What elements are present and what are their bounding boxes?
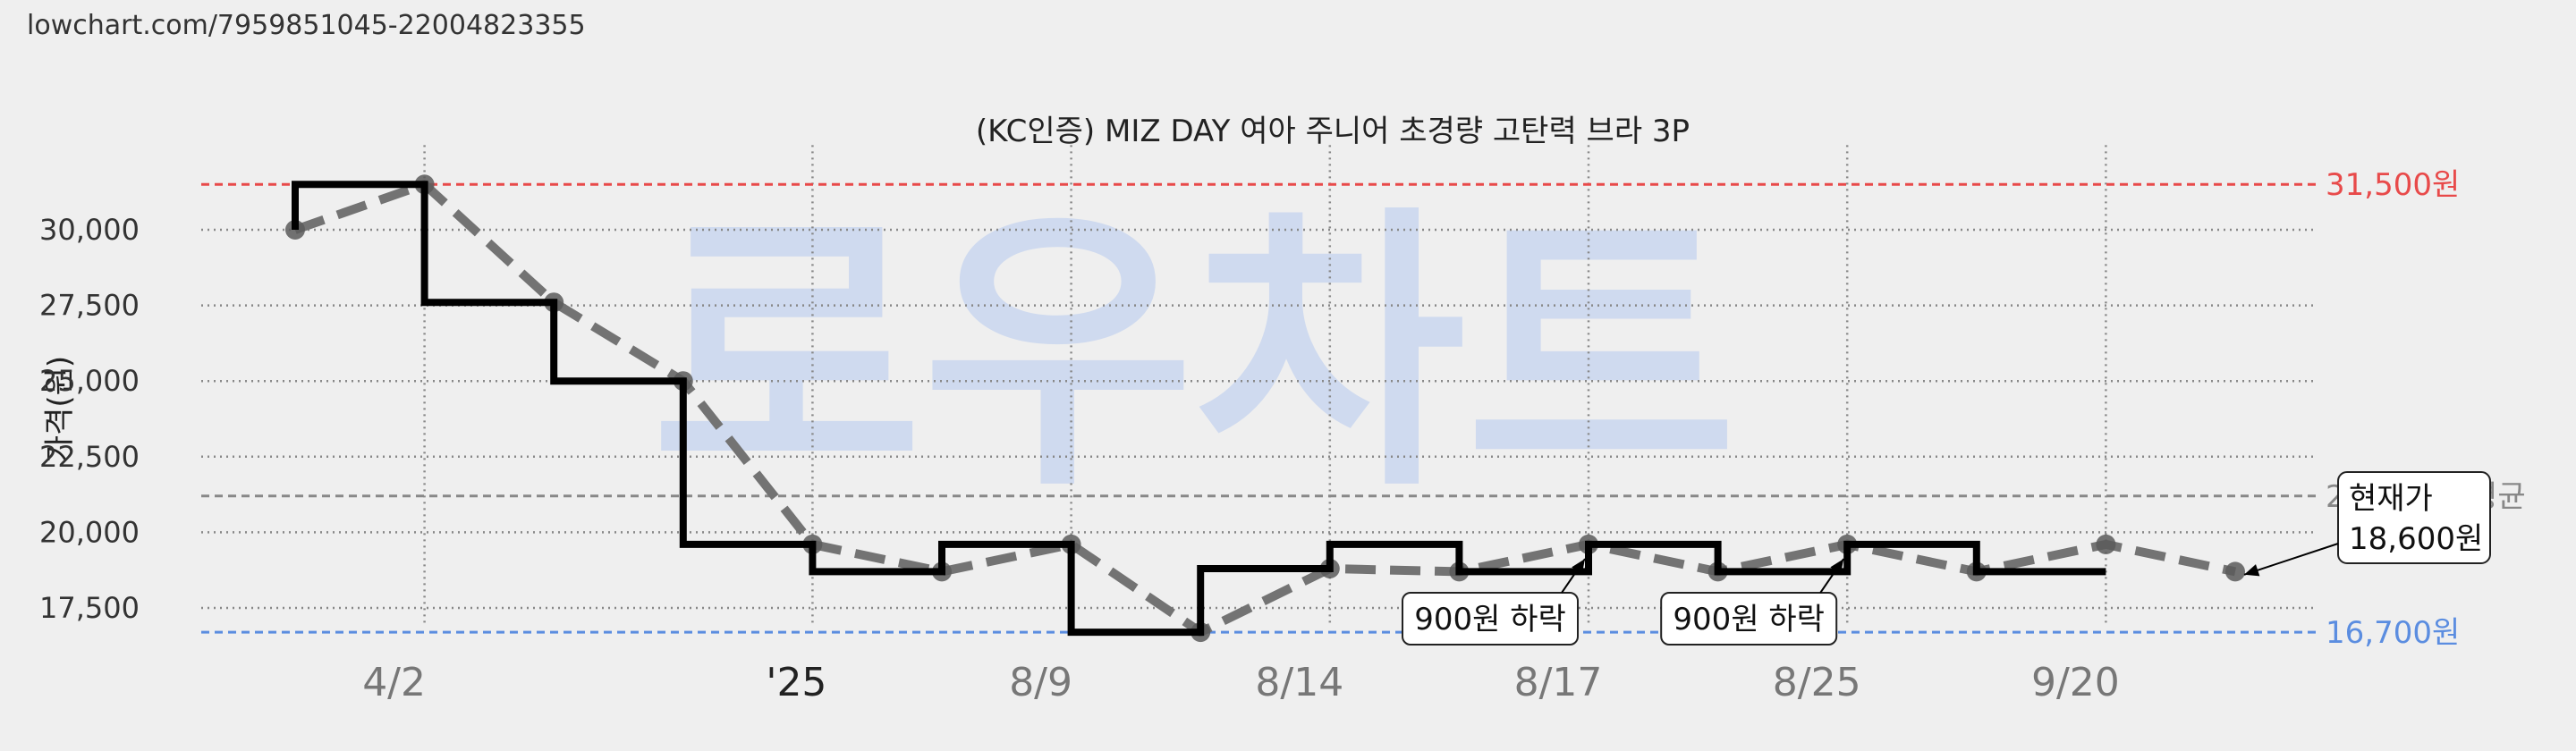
y-axis-label: 가격(원) — [42, 356, 78, 463]
x-tick-label: 8/14 — [1255, 660, 1343, 705]
source-url: lowchart.com/7959851045-22004823355 — [27, 10, 586, 41]
x-tick-label: '25 — [766, 660, 826, 705]
x-ticks: 4/2 '25 8/9 8/14 8/17 8/25 9/20 — [362, 660, 2120, 705]
current-price-arrow-shaft — [2243, 543, 2339, 576]
y-tick-label: 20,000 — [39, 515, 140, 549]
data-point — [2225, 561, 2245, 582]
y-tick-label: 27,500 — [39, 289, 140, 323]
current-price-value: 18,600원 — [2349, 521, 2483, 557]
data-point — [2096, 534, 2116, 554]
x-tick-label: 8/9 — [1009, 660, 1072, 705]
annotation-box — [1402, 592, 1579, 646]
annotation-text: 900원 하락 — [1414, 602, 1566, 637]
y-ticks: 17,500 20,000 22,500 25,000 27,500 30,000 — [39, 213, 140, 625]
annotations: 900원 하락 900원 하락 현재가 18,600원 — [1402, 471, 2491, 646]
y-tick-label: 17,500 — [39, 591, 140, 625]
ref-label-min: 16,700원 — [2326, 615, 2460, 651]
annotation-arrow-head — [1830, 559, 1844, 575]
x-tick-label: 8/17 — [1514, 660, 1603, 705]
current-price-box — [2337, 471, 2491, 564]
x-tick-label: 8/25 — [1773, 660, 1861, 705]
y-tick-label: 22,500 — [39, 440, 140, 474]
annotation-box — [1660, 592, 1838, 646]
step-series-line — [292, 181, 2106, 637]
y-tick-label: 30,000 — [39, 213, 140, 247]
chart-title: (KC인증) MIZ DAY 여아 주니어 초경량 고탄력 브라 3P — [976, 114, 1690, 149]
watermark-text: 로우차트 — [651, 182, 1737, 526]
current-price-arrow-head — [2244, 564, 2260, 577]
series-step — [292, 181, 2106, 637]
x-tick-label: 9/20 — [2031, 660, 2120, 705]
y-tick-label: 25,000 — [39, 364, 140, 398]
dashed-series-line — [293, 180, 2237, 637]
current-price-label: 현재가 — [2349, 481, 2433, 517]
annotation-arrow-head — [1572, 559, 1585, 575]
ref-label-max: 31,500원 — [2326, 167, 2460, 203]
annotation-text: 900원 하락 — [1673, 602, 1825, 637]
x-tick-label: 4/2 — [362, 660, 426, 705]
